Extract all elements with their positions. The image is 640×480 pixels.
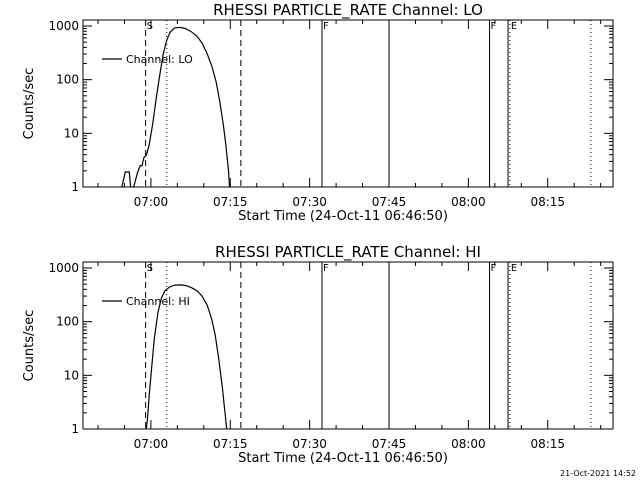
x-tick-label: 08:00	[451, 195, 486, 209]
event-marker-label: E	[511, 263, 517, 274]
y-tick-label: 100	[56, 315, 79, 329]
x-tick-label: 07:30	[292, 195, 327, 209]
y-tick-label: 10	[64, 126, 79, 140]
y-axis-label: Counts/sec	[22, 68, 37, 140]
data-series-line	[145, 284, 228, 429]
legend-entry: Channel: LO	[126, 53, 193, 66]
y-tick-label: 10	[64, 368, 79, 382]
event-marker-label: F	[491, 263, 497, 274]
x-tick-label: 07:00	[134, 195, 169, 209]
y-tick-label: 100	[56, 73, 79, 87]
event-marker-label: S	[147, 21, 153, 32]
hi-channel-panel: RHESSI PARTICLE_RATE Channel: HI Start Ti…	[22, 243, 614, 466]
event-marker-label: F	[491, 21, 497, 32]
event-marker-label: E	[511, 21, 517, 32]
chart-title: RHESSI PARTICLE_RATE Channel: HI	[215, 243, 481, 262]
y-tick-label: 1000	[48, 19, 79, 33]
plot-frame	[82, 261, 614, 430]
event-marker-label: F	[323, 21, 329, 32]
y-tick-label: 1	[71, 422, 79, 436]
y-axis-label: Counts/sec	[22, 310, 37, 382]
chart-title: RHESSI PARTICLE_RATE Channel: LO	[213, 1, 483, 20]
data-series-line	[121, 26, 231, 187]
x-tick-label: 07:00	[134, 437, 169, 451]
x-tick-label: 08:15	[530, 437, 565, 451]
lo-channel-panel: RHESSI PARTICLE_RATE Channel: LO Start Ti…	[22, 1, 614, 224]
y-tick-label: 1000	[48, 261, 79, 275]
plot-frame	[82, 19, 614, 188]
x-tick-label: 08:00	[451, 437, 486, 451]
x-tick-label: 07:45	[372, 195, 407, 209]
x-tick-label: 08:15	[530, 195, 565, 209]
event-marker-label: F	[323, 263, 329, 274]
legend-entry: Channel: HI	[126, 295, 190, 308]
x-tick-label: 07:45	[372, 437, 407, 451]
x-axis-label: Start Time (24-Oct-11 06:46:50)	[238, 209, 448, 224]
x-axis-label: Start Time (24-Oct-11 06:46:50)	[238, 451, 448, 466]
event-marker-label: S	[147, 263, 153, 274]
x-tick-label: 07:15	[213, 195, 248, 209]
generation-timestamp: 21-Oct-2021 14:52	[560, 469, 636, 478]
y-tick-label: 1	[71, 180, 79, 194]
x-tick-label: 07:30	[292, 437, 327, 451]
x-tick-label: 07:15	[213, 437, 248, 451]
